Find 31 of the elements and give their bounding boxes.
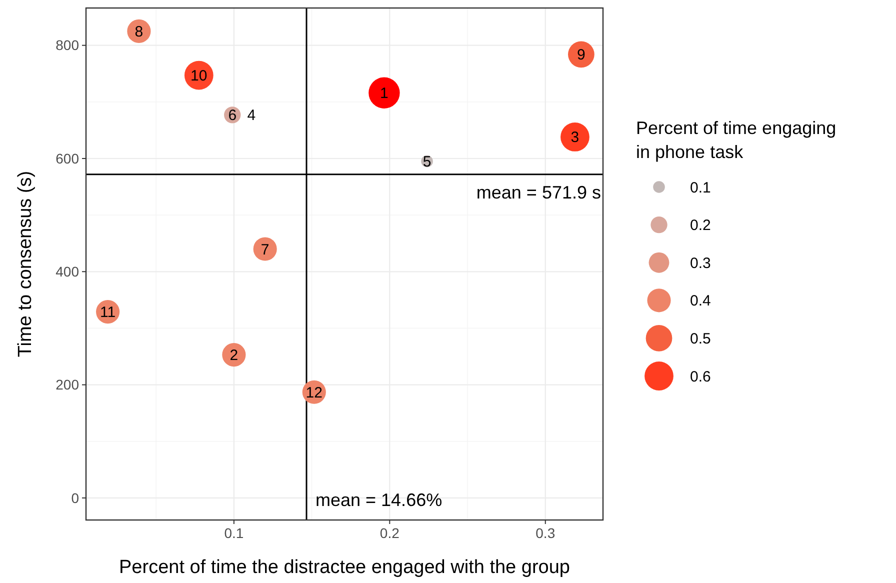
- ref-line-label: mean = 14.66%: [316, 490, 442, 510]
- annotation: 3: [570, 129, 580, 146]
- y-tick-label: 0: [71, 490, 80, 506]
- annotation: 7: [260, 241, 270, 258]
- y-tick-label: 600: [56, 150, 80, 166]
- legend-label: 0.1: [690, 179, 711, 196]
- x-tick-label: 0.1: [224, 525, 244, 541]
- x-tick-label: 0.2: [380, 525, 400, 541]
- y-tick-label: 800: [56, 37, 80, 54]
- annotation: 1: [380, 85, 388, 102]
- annotation: 2: [230, 347, 238, 364]
- y-axis-title: Time to consensus (s): [15, 170, 36, 358]
- legend-label: 0.5: [690, 330, 711, 348]
- legend-label: 0.4: [690, 292, 711, 310]
- legend-label: 0.2: [690, 217, 711, 234]
- annotation: 5: [422, 154, 432, 171]
- annotation: 6: [228, 107, 237, 124]
- annotation: 12: [306, 384, 322, 402]
- annotation: 10: [190, 68, 208, 85]
- y-tick-label: 200: [56, 376, 80, 393]
- legend-title: Percent of time engaging in phone task: [636, 118, 836, 162]
- annotation: 4: [247, 107, 256, 124]
- annotation: 11: [100, 304, 116, 322]
- annotation: 9: [577, 46, 586, 64]
- y-tick-label: 400: [56, 264, 80, 280]
- x-axis-title: Percent of time the distractee engaged with the group: [119, 557, 570, 578]
- legend-label: 0.6: [690, 368, 711, 386]
- annotation: 8: [134, 23, 144, 40]
- x-tick-label: 0.3: [536, 525, 556, 541]
- legend-label: 0.3: [690, 254, 711, 272]
- ref-line-label: mean = 571.9 s: [476, 182, 601, 202]
